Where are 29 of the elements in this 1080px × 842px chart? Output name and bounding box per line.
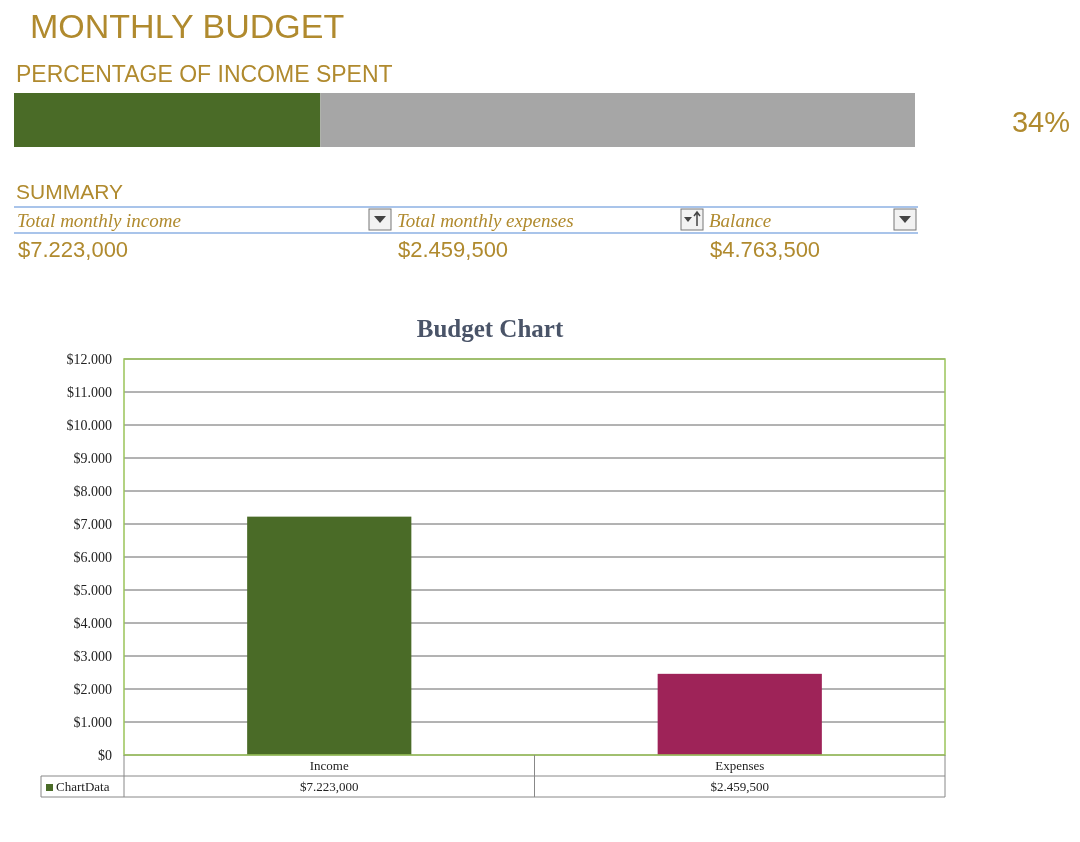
y-tick-label: $5.000 (73, 582, 112, 598)
text: $7.223,000 (18, 237, 129, 262)
y-tick-label: $8.000 (73, 483, 112, 499)
y-tick-label: $3.000 (73, 648, 112, 664)
y-tick-label: $10.000 (66, 417, 112, 433)
y-tick-label: $6.000 (73, 549, 112, 565)
data-label: $7.223,000 (300, 779, 359, 794)
data-label: $2.459,500 (710, 779, 769, 794)
x-tick-label: Expenses (715, 758, 765, 773)
text: $2.459,500 (398, 237, 509, 262)
text: $4.763,500 (710, 237, 821, 262)
text: Total monthly expenses (397, 210, 574, 231)
y-tick-label: $7.000 (73, 516, 112, 532)
text: SUMMARY (16, 180, 123, 203)
chart-title: MONTHLY BUDGET (30, 7, 345, 45)
x-tick-label: Income (309, 758, 349, 773)
y-tick-label: $4.000 (73, 615, 112, 631)
legend-label: ChartData (56, 779, 110, 794)
y-tick-label: $9.000 (73, 450, 112, 466)
chart-subtitle: PERCENTAGE OF INCOME SPENT (16, 61, 393, 87)
y-tick-label: $1.000 (73, 714, 112, 730)
y-tick-label: $11.000 (67, 384, 112, 400)
text: Total monthly income (17, 210, 181, 231)
text: Balance (709, 210, 772, 231)
y-tick-label: $2.000 (73, 681, 112, 697)
y-tick-label: $12.000 (66, 351, 112, 367)
text: 34% (1011, 106, 1070, 138)
chart-title: Budget Chart (416, 315, 564, 342)
y-tick-label: $0 (98, 747, 112, 763)
